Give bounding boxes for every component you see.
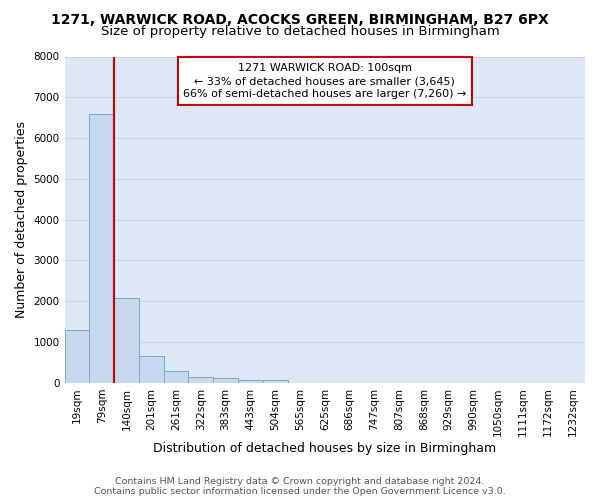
X-axis label: Distribution of detached houses by size in Birmingham: Distribution of detached houses by size … [153, 442, 496, 455]
Text: Contains public sector information licensed under the Open Government Licence v3: Contains public sector information licen… [94, 487, 506, 496]
Bar [65, 330, 89, 383]
Text: 1271, WARWICK ROAD, ACOCKS GREEN, BIRMINGHAM, B27 6PX: 1271, WARWICK ROAD, ACOCKS GREEN, BIRMIN… [51, 12, 549, 26]
Text: 1271 WARWICK ROAD: 100sqm
← 33% of detached houses are smaller (3,645)
66% of se: 1271 WARWICK ROAD: 100sqm ← 33% of detac… [183, 63, 466, 100]
Bar [238, 380, 263, 383]
Bar [114, 298, 139, 383]
Bar [213, 378, 238, 383]
Bar [188, 377, 213, 383]
Bar [89, 114, 114, 383]
Text: Size of property relative to detached houses in Birmingham: Size of property relative to detached ho… [101, 25, 499, 38]
Bar [263, 380, 287, 383]
Y-axis label: Number of detached properties: Number of detached properties [15, 121, 28, 318]
Bar [139, 356, 164, 383]
Text: Contains HM Land Registry data © Crown copyright and database right 2024.: Contains HM Land Registry data © Crown c… [115, 477, 485, 486]
Bar [164, 370, 188, 383]
